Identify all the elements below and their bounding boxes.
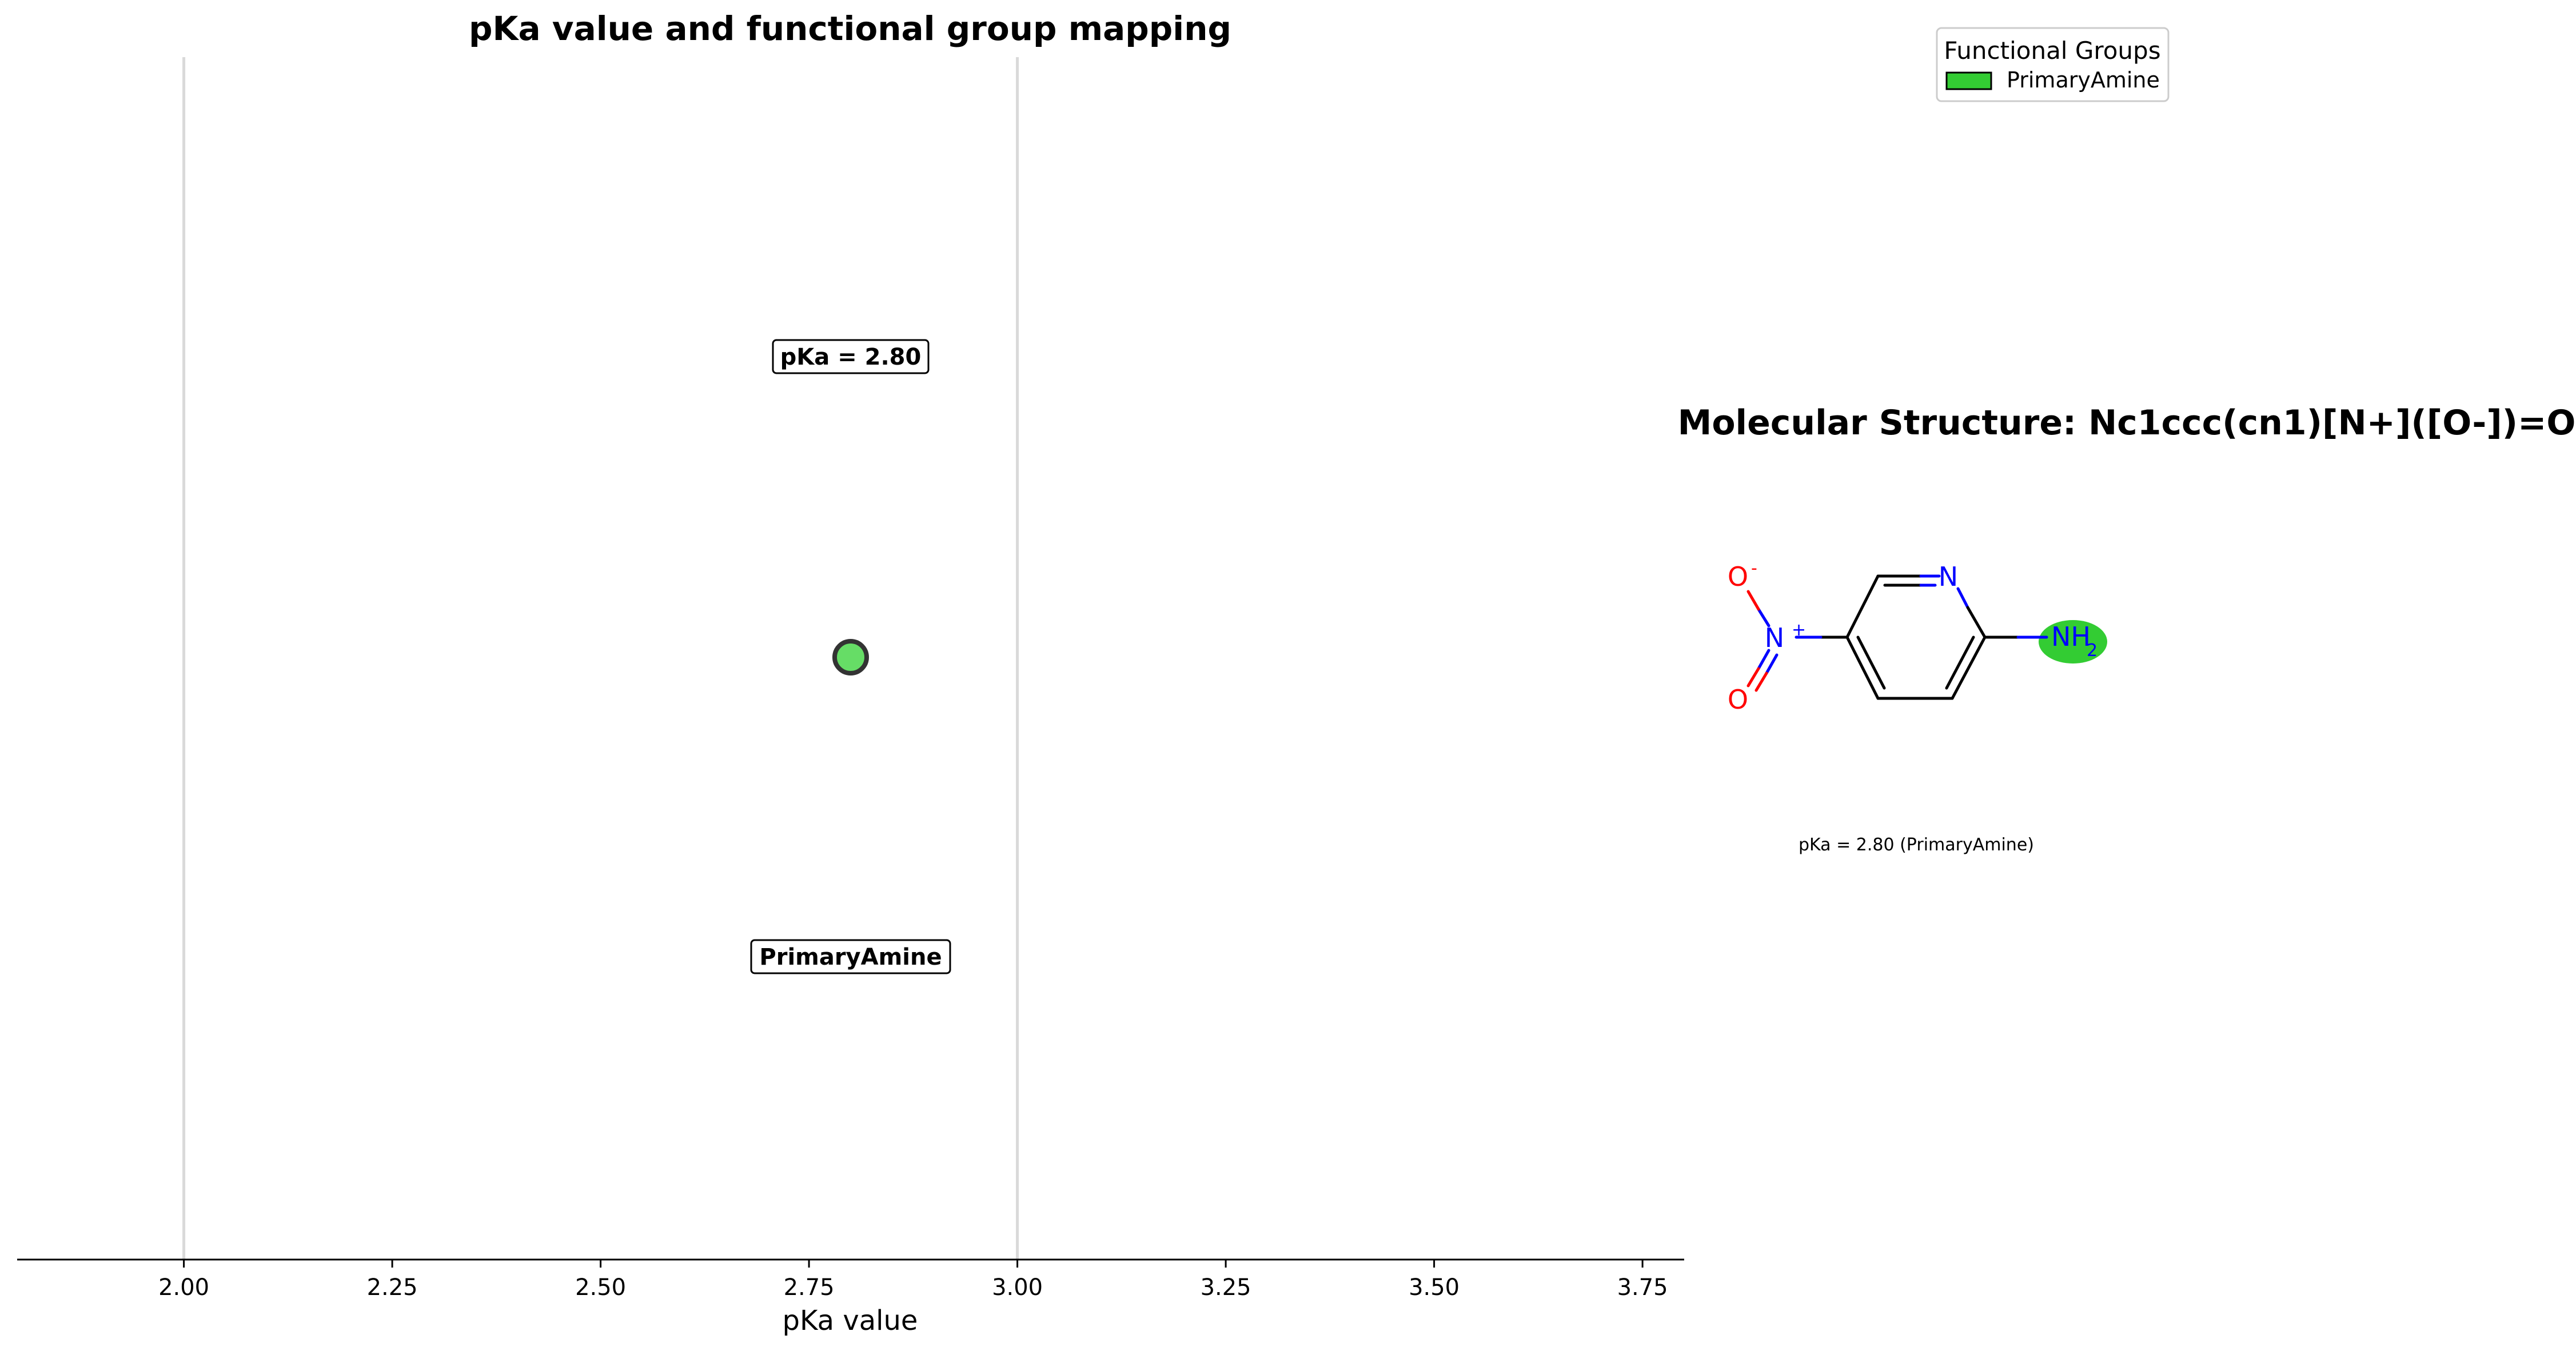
legend-label-primary-amine: PrimaryAmine [2007, 67, 2160, 93]
amine-highlight [2039, 620, 2107, 663]
atom-double-o: O [1728, 684, 1748, 715]
atom-oxide-charge: - [1751, 558, 1757, 578]
bond-c5-c4 [1845, 574, 1880, 639]
bond-n-o-double2 [1765, 653, 1779, 675]
structure-caption: pKa = 2.80 (PrimaryAmine) [1799, 835, 2034, 855]
data-points: pKa = 2.80 PrimaryAmine [750, 339, 951, 974]
atom-nitro-n: N [1765, 622, 1784, 653]
data-point [832, 639, 869, 676]
x-tick-label: 3.75 [1617, 1274, 1668, 1301]
x-axis-ticks: 2.00 2.25 2.50 2.75 3.00 3.25 3.50 3.75 [158, 1260, 1668, 1301]
bond-n-o-minusb [1746, 590, 1760, 611]
atom-amine-sub: 2 [2087, 641, 2098, 661]
group-label-box [750, 939, 951, 974]
atom-amine-nh: NH [2051, 621, 2091, 652]
x-tick-label: 2.00 [158, 1274, 209, 1301]
atom-nitro-n-charge: + [1792, 620, 1806, 640]
bond-c6-c5 [1845, 635, 1880, 700]
bond-n1-c2 [1956, 587, 1969, 609]
legend-title: Functional Groups [1944, 37, 2160, 65]
x-axis-label: pKa value [783, 1305, 918, 1337]
x-tick-label: 3.50 [1409, 1274, 1460, 1301]
bond-n-o-double [1757, 649, 1770, 670]
bond-c6-c5-double [1856, 635, 1886, 690]
x-tick-label: 2.75 [784, 1274, 835, 1301]
atom-labels: N N + O - O NH 2 [1728, 558, 2098, 715]
legend-frame [1936, 27, 2170, 102]
bonds [1746, 574, 2048, 700]
group-label: PrimaryAmine [759, 944, 942, 970]
bond-n-o-doubleb [1746, 667, 1760, 688]
bond-n-o-double2b [1754, 671, 1768, 692]
value-label-box [772, 339, 930, 374]
x-tick-label: 3.25 [1201, 1274, 1251, 1301]
x-tick-label: 3.00 [992, 1274, 1043, 1301]
pka-chart: pKa value and functional group mapping 2… [17, 9, 1684, 1337]
molecule-panel: Molecular Structure: Nc1ccc(cn1)[N+]([O-… [1678, 403, 2576, 855]
bond-c2-c1 [1951, 635, 1987, 700]
legend: Functional Groups PrimaryAmine [1936, 27, 2170, 102]
bond-n-o-minus [1757, 607, 1770, 627]
x-tick-label: 2.25 [367, 1274, 418, 1301]
bond-n1-c2b [1966, 606, 1987, 639]
value-label: pKa = 2.80 [780, 344, 922, 370]
atom-ring-n: N [1939, 561, 1958, 592]
atom-oxide-o: O [1728, 561, 1748, 592]
x-tick-label: 2.50 [575, 1274, 626, 1301]
structure-title: Molecular Structure: Nc1ccc(cn1)[N+]([O-… [1678, 403, 2576, 443]
bond-c2-c1-double [1945, 635, 1975, 690]
reference-lines [182, 57, 1019, 1260]
chart-title: pKa value and functional group mapping [469, 9, 1231, 48]
legend-swatch-primary-amine [1945, 71, 1992, 90]
